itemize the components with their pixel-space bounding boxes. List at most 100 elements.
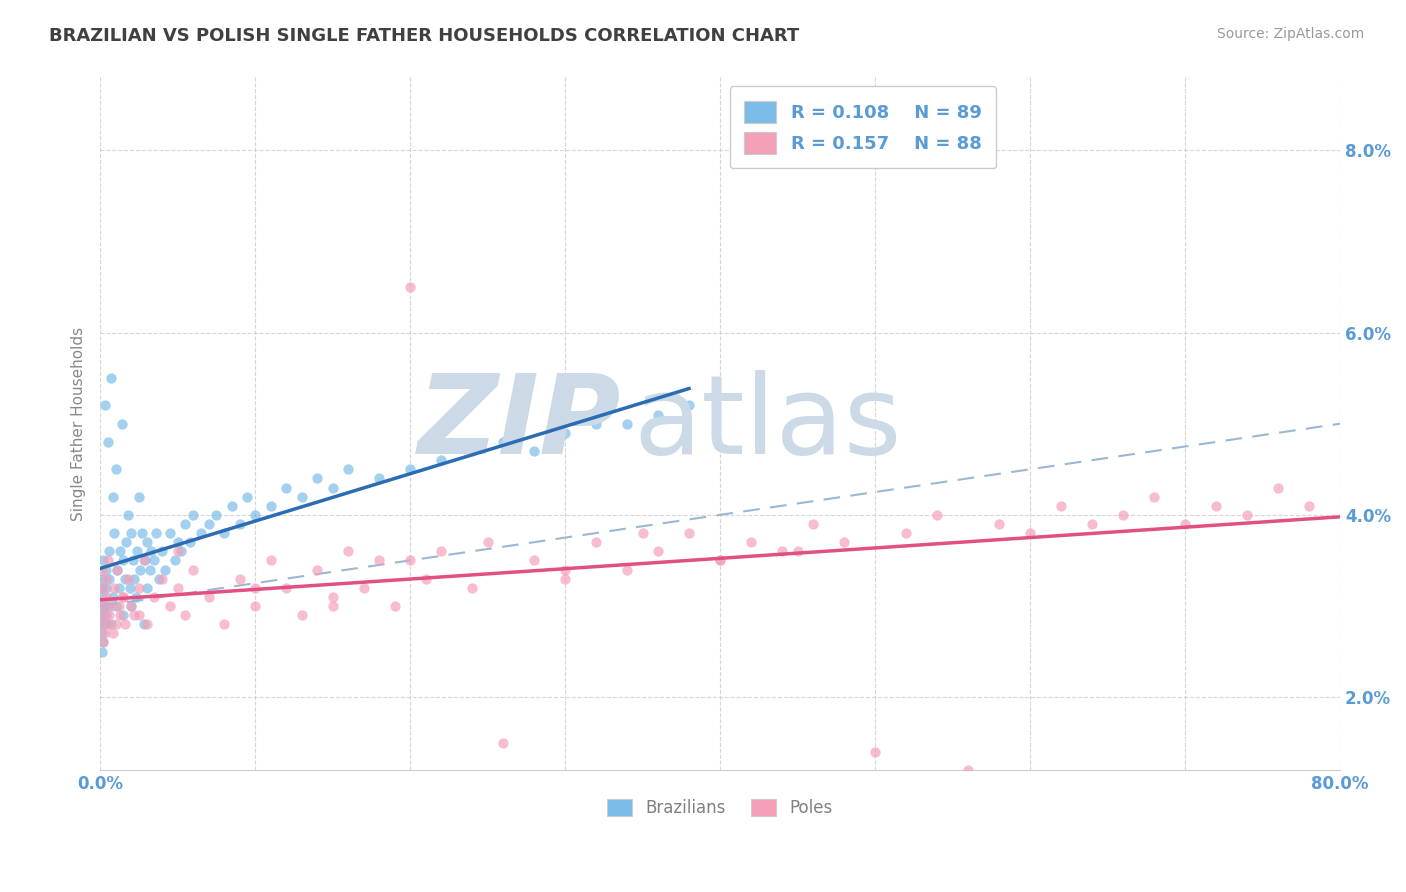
Point bbox=[461, 581, 484, 595]
Point bbox=[1298, 499, 1320, 513]
Point bbox=[1143, 490, 1166, 504]
Point bbox=[492, 434, 515, 449]
Point bbox=[90, 599, 112, 613]
Point bbox=[181, 508, 204, 522]
Point bbox=[368, 553, 391, 567]
Point bbox=[93, 608, 115, 623]
Legend: Brazilians, Poles: Brazilians, Poles bbox=[600, 792, 839, 824]
Point bbox=[114, 572, 136, 586]
Point bbox=[337, 544, 360, 558]
Point bbox=[1081, 516, 1104, 531]
Point bbox=[1019, 526, 1042, 541]
Point bbox=[120, 526, 142, 541]
Point bbox=[112, 590, 135, 604]
Point bbox=[131, 526, 153, 541]
Point bbox=[259, 553, 281, 567]
Point bbox=[122, 572, 145, 586]
Point bbox=[190, 526, 212, 541]
Point bbox=[97, 599, 120, 613]
Point bbox=[121, 553, 143, 567]
Point bbox=[96, 608, 118, 623]
Point bbox=[678, 399, 700, 413]
Point bbox=[107, 581, 129, 595]
Point bbox=[337, 462, 360, 476]
Point bbox=[925, 508, 948, 522]
Point bbox=[399, 462, 422, 476]
Point bbox=[616, 562, 638, 576]
Point bbox=[100, 371, 122, 385]
Point bbox=[94, 399, 117, 413]
Point bbox=[117, 508, 139, 522]
Point bbox=[832, 535, 855, 549]
Point bbox=[1174, 516, 1197, 531]
Point bbox=[174, 516, 197, 531]
Point bbox=[104, 599, 127, 613]
Point bbox=[150, 572, 173, 586]
Point bbox=[523, 444, 546, 458]
Point bbox=[94, 626, 117, 640]
Point bbox=[98, 572, 121, 586]
Point bbox=[863, 745, 886, 759]
Point bbox=[90, 608, 112, 623]
Point bbox=[128, 608, 150, 623]
Point bbox=[291, 608, 314, 623]
Point bbox=[90, 581, 112, 595]
Point bbox=[90, 617, 112, 632]
Point bbox=[399, 280, 422, 294]
Point bbox=[585, 535, 607, 549]
Point bbox=[322, 481, 344, 495]
Point bbox=[307, 471, 329, 485]
Point bbox=[291, 490, 314, 504]
Point bbox=[259, 499, 281, 513]
Point bbox=[129, 562, 152, 576]
Point bbox=[430, 453, 453, 467]
Point bbox=[104, 617, 127, 632]
Point bbox=[94, 581, 117, 595]
Point bbox=[243, 581, 266, 595]
Point bbox=[93, 599, 115, 613]
Text: atlas: atlas bbox=[633, 370, 901, 477]
Point bbox=[236, 490, 259, 504]
Point bbox=[415, 572, 437, 586]
Point bbox=[132, 617, 155, 632]
Point bbox=[709, 553, 731, 567]
Point bbox=[212, 617, 235, 632]
Point bbox=[143, 590, 166, 604]
Point bbox=[197, 590, 219, 604]
Point bbox=[91, 635, 114, 649]
Point bbox=[91, 590, 114, 604]
Point bbox=[384, 599, 406, 613]
Point bbox=[141, 544, 163, 558]
Point bbox=[91, 553, 114, 567]
Point bbox=[132, 553, 155, 567]
Point bbox=[90, 626, 112, 640]
Point bbox=[94, 590, 117, 604]
Point bbox=[1112, 508, 1135, 522]
Point bbox=[322, 599, 344, 613]
Point bbox=[1050, 499, 1073, 513]
Point bbox=[647, 408, 669, 422]
Point bbox=[166, 544, 188, 558]
Point bbox=[353, 581, 375, 595]
Point bbox=[150, 544, 173, 558]
Point bbox=[894, 526, 917, 541]
Point bbox=[138, 562, 160, 576]
Point bbox=[1236, 508, 1258, 522]
Point bbox=[135, 617, 157, 632]
Point bbox=[97, 553, 120, 567]
Point bbox=[274, 481, 297, 495]
Point bbox=[163, 553, 186, 567]
Point bbox=[134, 553, 156, 567]
Point bbox=[159, 526, 181, 541]
Point bbox=[112, 553, 135, 567]
Text: BRAZILIAN VS POLISH SINGLE FATHER HOUSEHOLDS CORRELATION CHART: BRAZILIAN VS POLISH SINGLE FATHER HOUSEH… bbox=[49, 27, 800, 45]
Point bbox=[786, 544, 808, 558]
Point bbox=[96, 562, 118, 576]
Point bbox=[148, 572, 170, 586]
Text: Source: ZipAtlas.com: Source: ZipAtlas.com bbox=[1216, 27, 1364, 41]
Point bbox=[114, 617, 136, 632]
Point bbox=[101, 490, 124, 504]
Y-axis label: Single Father Households: Single Father Households bbox=[72, 326, 86, 521]
Point bbox=[118, 581, 141, 595]
Point bbox=[212, 526, 235, 541]
